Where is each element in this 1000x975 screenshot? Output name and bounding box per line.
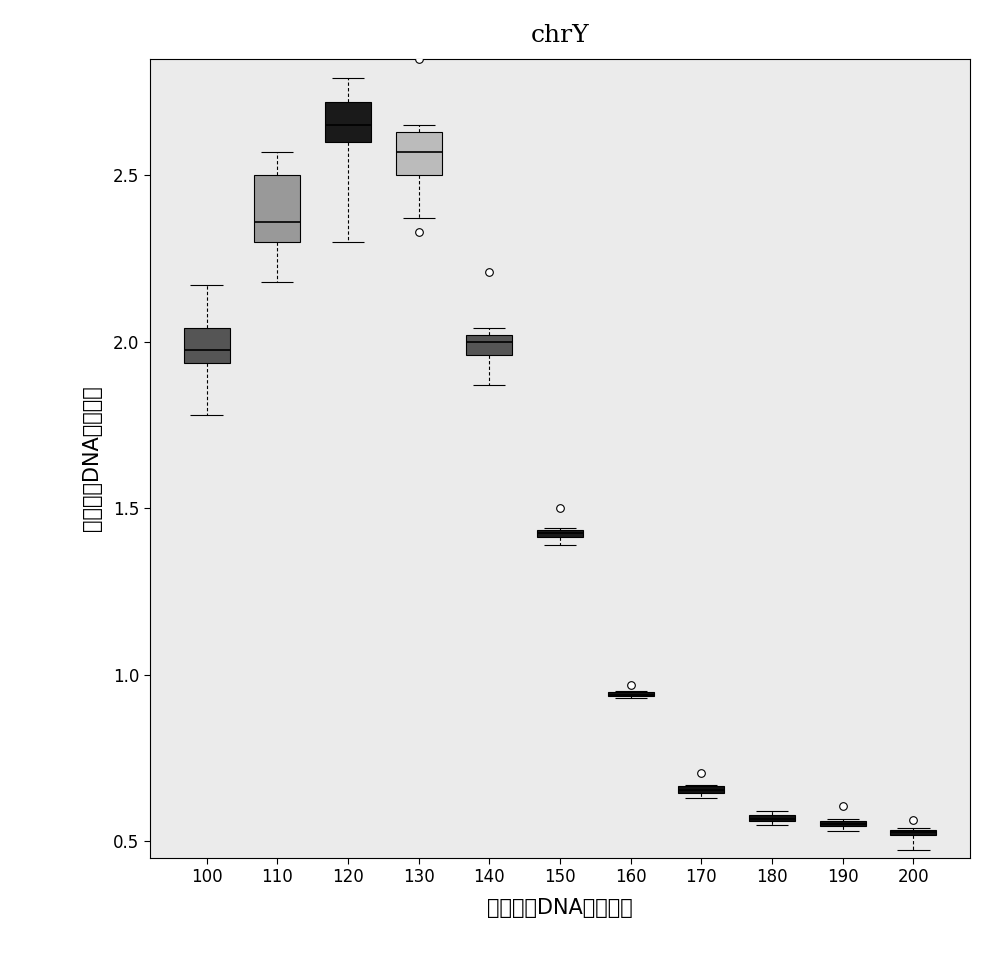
Bar: [608, 692, 654, 696]
Bar: [537, 529, 583, 536]
Bar: [820, 821, 866, 827]
Bar: [466, 335, 512, 355]
Bar: [396, 132, 442, 176]
Bar: [325, 101, 371, 141]
Title: chrY: chrY: [531, 23, 589, 47]
Bar: [890, 830, 936, 836]
Y-axis label: 胎儿游离DNA提高倍数: 胎儿游离DNA提高倍数: [82, 385, 102, 531]
Bar: [749, 815, 795, 821]
Bar: [254, 176, 300, 242]
Bar: [678, 787, 724, 793]
Bar: [184, 329, 230, 364]
X-axis label: 胎儿游离DNA读长区间: 胎儿游离DNA读长区间: [487, 898, 633, 917]
